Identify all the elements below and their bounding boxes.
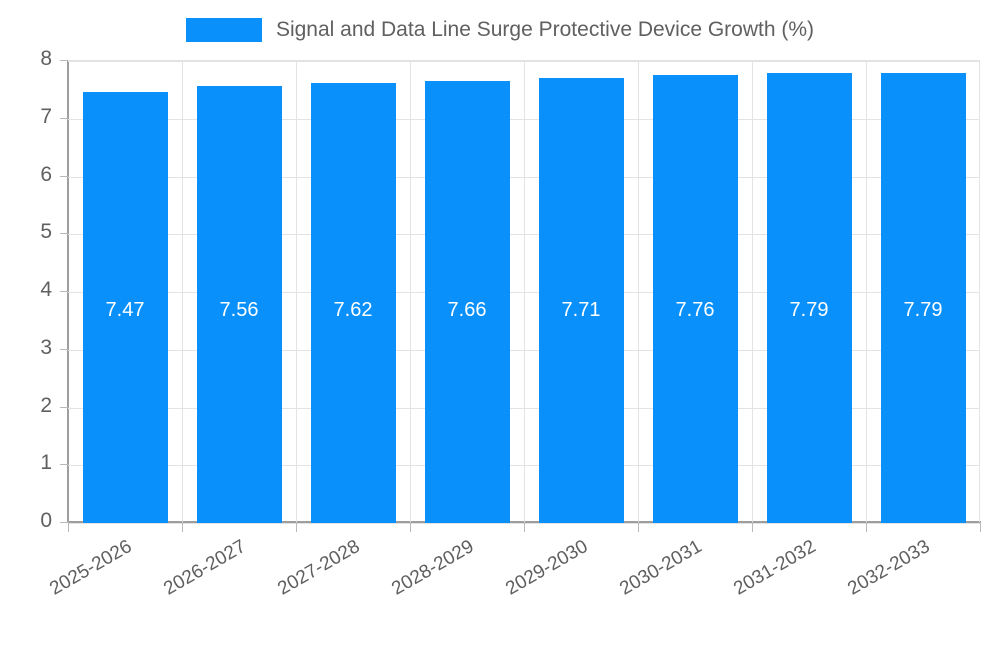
x-tick-mark [752,522,753,532]
gridline-vertical [296,61,297,523]
y-tick-label: 0 [40,509,52,532]
plot-area: 7.47 7.56 7.62 7.66 7.71 7.76 7.79 7.79 [68,60,980,524]
y-tick-mark [60,522,68,523]
bar-chart: Signal and Data Line Surge Protective De… [0,12,1000,600]
bar[interactable] [82,91,168,523]
x-tick-mark [638,522,639,532]
y-tick-label: 6 [40,162,52,186]
y-tick-mark [60,175,68,177]
x-tick-mark [524,522,525,532]
y-tick-label: 7 [40,104,52,128]
y-tick-mark [60,406,68,408]
gridline-vertical [410,61,411,523]
y-tick-mark [60,233,68,235]
bar[interactable] [424,80,510,523]
x-tick-mark [866,522,867,532]
y-tick-mark [60,291,68,292]
gridline-vertical [182,61,183,523]
bar-value-label: 7.79 [903,299,943,321]
gridline-vertical [866,61,867,523]
bar-value-label: 7.47 [105,299,145,321]
y-tick-mark [60,60,68,61]
gridline-vertical [752,61,753,523]
y-tick-mark [60,117,68,119]
chart-legend: Signal and Data Line Surge Protective De… [0,12,1000,48]
legend-label: Signal and Data Line Surge Protective De… [275,18,815,41]
legend-color-swatch [185,18,262,42]
y-axis-line [67,60,69,523]
bar[interactable] [766,73,852,523]
y-tick-label: 2 [40,393,52,417]
x-tick-mark [68,522,69,532]
bar-value-label: 7.79 [789,299,829,321]
bar-value-label: 7.62 [333,299,373,321]
gridline-vertical [638,61,639,523]
bar-value-label: 7.66 [447,299,487,321]
bar-value-label: 7.76 [675,299,715,321]
bar[interactable] [880,73,966,523]
x-tick-mark [182,522,183,532]
y-tick-label: 1 [40,451,52,475]
bar[interactable] [652,74,738,523]
y-tick-label: 8 [40,47,52,70]
x-tick-mark [980,522,981,532]
y-tick-label: 3 [40,335,52,359]
y-tick-label: 5 [40,220,52,244]
bar-value-label: 7.71 [561,299,601,321]
bar[interactable] [310,82,396,523]
bar[interactable] [196,86,282,523]
y-tick-mark [60,464,68,466]
bar[interactable] [538,77,624,523]
x-tick-mark [410,522,411,532]
gridline-vertical [524,61,525,523]
bar-value-label: 7.56 [219,299,259,321]
y-tick-mark [60,348,68,350]
y-tick-label: 4 [40,278,52,301]
x-tick-mark [296,522,297,532]
